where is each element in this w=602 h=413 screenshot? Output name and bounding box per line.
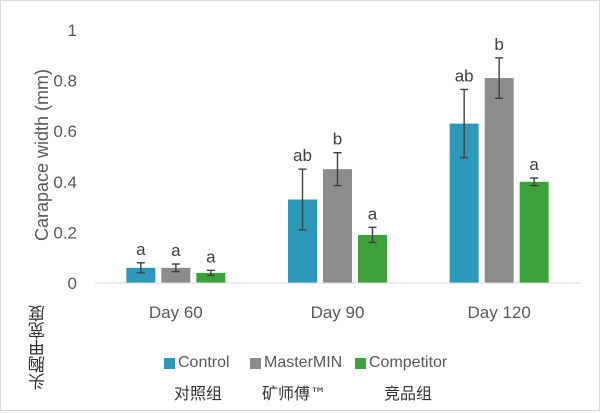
bar-series — [126, 78, 549, 283]
legend-label-competitor-cn: 竞品组 — [384, 384, 433, 403]
legend-swatch-control — [164, 357, 175, 369]
x-axis-categories: Day 60 Day 90 Day 120 — [149, 303, 531, 322]
y-tick-label: 1 — [68, 21, 77, 40]
bar — [323, 169, 352, 283]
legend-label-control: Control — [178, 354, 230, 371]
legend-label-mastermin-cn: 矿师傅™ — [262, 384, 327, 403]
significance-letter: ab — [293, 146, 312, 165]
legend-swatch-mastermin — [250, 357, 261, 369]
bar — [161, 267, 191, 283]
legend-swatch-competitor — [355, 357, 366, 369]
legend-label-competitor: Competitor — [369, 354, 448, 371]
legend: Control MasterMIN Competitor — [0, 354, 602, 378]
bar — [519, 181, 549, 283]
y-axis-label: Carapace width (mm) — [32, 69, 52, 241]
legend-label-control-cn: 对照组 — [174, 384, 223, 403]
x-category-label: Day 60 — [149, 303, 203, 322]
significance-letter: ab — [455, 66, 474, 85]
bar — [126, 267, 156, 283]
y-tick-label: 0.4 — [53, 173, 77, 192]
significance-letter: b — [494, 35, 503, 54]
significance-letter: a — [136, 240, 146, 259]
x-category-label: Day 120 — [468, 303, 531, 322]
y-tick-label: 0 — [68, 274, 77, 293]
x-category-label: Day 90 — [311, 303, 365, 322]
y-tick-label: 0.6 — [53, 122, 77, 141]
bar — [484, 78, 514, 283]
legend-label-mastermin: MasterMIN — [264, 354, 343, 371]
legend-item-competitor: Competitor — [355, 354, 447, 372]
bar — [196, 272, 226, 283]
significance-letter: a — [206, 247, 216, 266]
significance-letter: a — [529, 155, 539, 174]
significance-letters: a a a ab b a ab b a — [136, 35, 539, 267]
error-bars — [136, 57, 539, 277]
y-tick-label: 0.8 — [53, 72, 77, 91]
legend-item-control: Control — [164, 354, 230, 372]
y-axis-ticks: 0 0.2 0.4 0.6 0.8 1 — [53, 21, 77, 293]
significance-letter: b — [333, 130, 342, 149]
significance-letter: a — [171, 241, 181, 260]
y-tick-label: 0.2 — [53, 223, 77, 242]
legend-item-mastermin: MasterMIN — [250, 354, 342, 372]
significance-letter: a — [368, 204, 378, 223]
